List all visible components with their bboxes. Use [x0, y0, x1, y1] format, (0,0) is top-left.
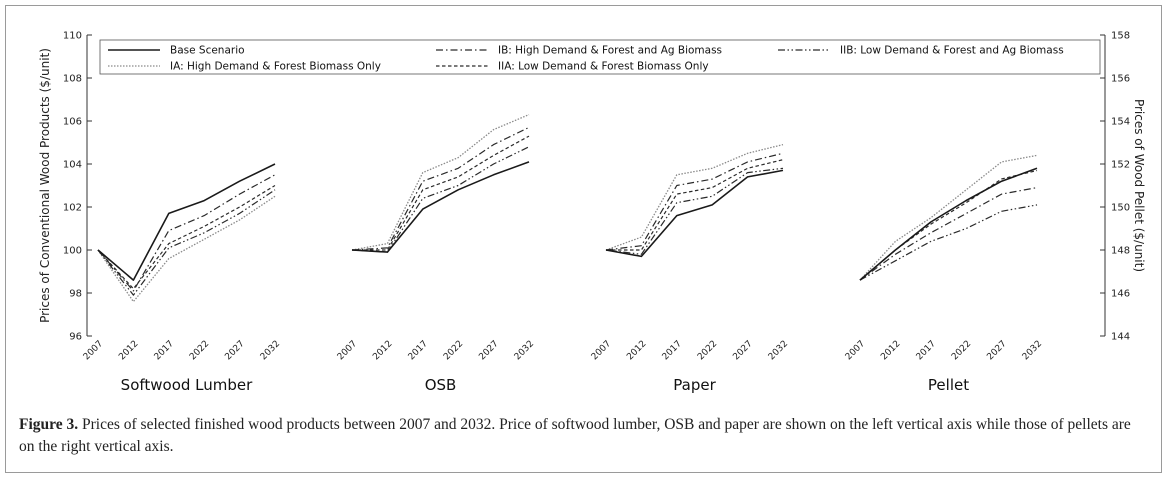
- series-line-IIB: [351, 146, 530, 253]
- caption-label: Figure 3.: [19, 416, 79, 433]
- x-tick-label: 2027: [985, 339, 1008, 362]
- legend: Base Scenario IB: High Demand & Forest an…: [99, 39, 1101, 75]
- series-line-IIB: [859, 204, 1038, 281]
- x-tick-label: 2027: [731, 339, 754, 362]
- legend-label-IIB: IIB: Low Demand & Forest and Ag Biomass: [840, 45, 1064, 57]
- panel-title: Paper: [673, 376, 716, 394]
- chart-svg: 96 98 100 102 104 106 108 110 Prices of Conventi…: [38, 31, 1146, 395]
- x-tick-label: 2032: [513, 339, 536, 362]
- left-y-tick-label: 100: [63, 246, 82, 257]
- x-tick-label: 2012: [625, 339, 648, 362]
- left-y-tick-label: 96: [69, 332, 82, 343]
- series-line-IA: [97, 195, 276, 303]
- series-line-IA: [351, 114, 530, 251]
- series-line-IIA: [606, 159, 784, 251]
- x-tick-label: 2022: [442, 339, 465, 362]
- figure-frame: [5, 5, 1162, 473]
- left-y-axis-label: Prices of Conventional Wood Products ($/…: [38, 48, 52, 323]
- right-y-tick-label: 144: [1111, 332, 1130, 343]
- x-tick-label: 2007: [82, 339, 105, 362]
- panel-title: Pellet: [928, 376, 969, 394]
- x-tick-label: 2007: [590, 339, 613, 362]
- series-line-IA: [859, 154, 1038, 281]
- right-y-tick-label: 158: [1111, 31, 1130, 42]
- legend-label-IA: IA: High Demand & Forest Biomass Only: [170, 61, 381, 73]
- x-tick-label: 2017: [915, 339, 938, 362]
- series-line-IIB: [97, 189, 276, 296]
- x-tick-label: 2022: [188, 339, 211, 362]
- x-tick-label: 2007: [336, 339, 359, 362]
- right-y-tick-label: 152: [1111, 160, 1130, 171]
- legend-label-IIA: IIA: Low Demand & Forest Biomass Only: [498, 61, 709, 73]
- left-y-tick-label: 102: [63, 203, 82, 214]
- left-y-tick-label: 106: [63, 117, 82, 128]
- x-tick-label: 2027: [223, 339, 246, 362]
- series-line-IIA: [352, 135, 530, 251]
- x-tick-label: 2032: [259, 339, 282, 362]
- series-line-base: [97, 163, 276, 281]
- series-line-IB: [859, 187, 1038, 281]
- series-line-IA: [605, 143, 784, 251]
- left-y-tick-label: 110: [63, 31, 82, 42]
- series-line-base: [351, 161, 530, 253]
- series-line-IB: [605, 152, 784, 251]
- figure-caption: Figure 3. Prices of selected finished wo…: [19, 414, 1139, 458]
- series-line-IIB: [605, 167, 784, 255]
- right-y-tick-label: 150: [1111, 203, 1130, 214]
- left-y-tick-label: 98: [69, 289, 82, 300]
- x-tick-label: 2032: [767, 339, 790, 362]
- series-line-IB: [97, 174, 276, 292]
- x-tick-label: 2027: [477, 339, 500, 362]
- caption-text: Prices of selected finished wood product…: [19, 416, 1131, 455]
- x-tick-label: 2012: [879, 339, 902, 362]
- panel-title: Softwood Lumber: [121, 376, 253, 394]
- right-y-tick-label: 146: [1111, 289, 1130, 300]
- series-line-IIA: [97, 184, 276, 290]
- right-y-tick-label: 156: [1111, 74, 1130, 85]
- x-tick-label: 2007: [844, 339, 867, 362]
- left-y-tick-label: 104: [63, 160, 82, 171]
- x-tick-label: 2022: [696, 339, 719, 362]
- x-tick-label: 2017: [153, 339, 176, 362]
- right-y-axis-label: Prices of Wood Pellet ($/unit): [1132, 99, 1146, 272]
- series-line-IB: [351, 126, 530, 251]
- series-line-base: [859, 167, 1038, 281]
- left-y-tick-label: 108: [63, 74, 82, 85]
- legend-box: [99, 39, 1101, 75]
- series-line-base: [605, 169, 784, 258]
- x-tick-label: 2012: [371, 339, 394, 362]
- x-tick-label: 2022: [950, 339, 973, 362]
- x-tick-label: 2012: [117, 339, 140, 362]
- legend-label-IB: IB: High Demand & Forest and Ag Biomass: [498, 45, 722, 57]
- panel-title: OSB: [425, 376, 457, 394]
- x-tick-label: 2017: [661, 339, 684, 362]
- right-y-tick-label: 148: [1111, 246, 1130, 257]
- series-line-IIA: [859, 169, 1038, 281]
- legend-label-base: Base Scenario: [170, 45, 245, 57]
- right-y-tick-label: 154: [1111, 117, 1130, 128]
- x-tick-label: 2032: [1021, 339, 1044, 362]
- x-tick-label: 2017: [407, 339, 430, 362]
